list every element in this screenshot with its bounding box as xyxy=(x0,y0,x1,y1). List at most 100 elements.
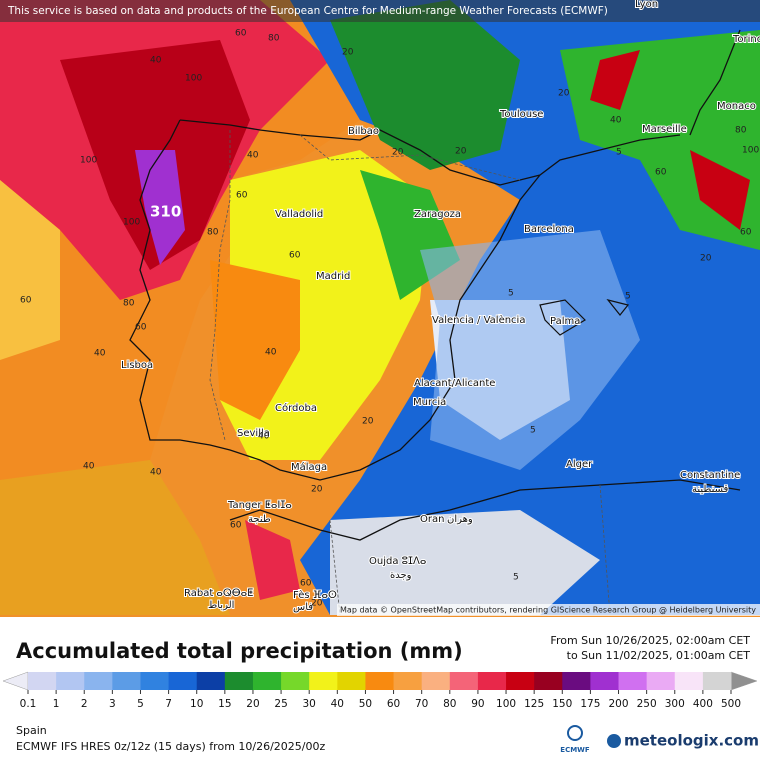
colorbar-label: 1 xyxy=(53,698,60,710)
colorbar-label: 50 xyxy=(359,698,372,710)
colorbar-label: 500 xyxy=(721,698,741,710)
city: الرباط xyxy=(208,600,234,611)
contour-label: 80 xyxy=(735,126,747,136)
colorbar-label: 7 xyxy=(165,698,172,710)
contour-label: 60 xyxy=(135,323,147,333)
contour-label: 5 xyxy=(508,289,514,299)
city: Constantine xyxy=(680,470,740,481)
colorbar-segment xyxy=(365,672,395,690)
morocco-core xyxy=(245,520,300,600)
colorbar-segment xyxy=(224,672,254,690)
colorbar-segment xyxy=(393,672,423,690)
city: Bilbao xyxy=(348,126,379,137)
city: Madrid xyxy=(316,271,350,282)
city: Barcelona xyxy=(524,224,574,235)
colorbar-low-end xyxy=(2,671,29,691)
colorbar-label: 5 xyxy=(137,698,144,710)
city: Alacant/Alicante xyxy=(414,378,495,389)
borders xyxy=(209,130,611,616)
colorbar-label: 90 xyxy=(471,698,484,710)
colorbar-label: 150 xyxy=(552,698,572,710)
date-from: From Sun 10/26/2025, 02:00am CET xyxy=(550,634,750,647)
contour-label: 20 xyxy=(455,147,467,157)
colorbar-segment xyxy=(56,672,85,690)
contour-label: 40 xyxy=(247,151,259,161)
colorbar-label: 25 xyxy=(274,698,287,710)
colorbar-segment xyxy=(281,672,310,690)
city: Lyon xyxy=(635,0,658,10)
city: Fès ⴼⴰⵙ xyxy=(293,589,337,601)
colorbar-segment xyxy=(112,672,141,690)
city: Valencia / València xyxy=(432,314,525,326)
southwest-field xyxy=(0,460,230,615)
colorbar-segment xyxy=(646,672,676,690)
city: فاس xyxy=(293,602,313,613)
colorbar-label: 70 xyxy=(415,698,428,710)
contour-label: 20 xyxy=(311,599,323,609)
colorbar-segment xyxy=(702,672,732,690)
contour-label: 5 xyxy=(625,292,631,302)
contour-label: 40 xyxy=(150,468,162,478)
city: Valladolid xyxy=(275,209,323,220)
contour-label: 5 xyxy=(616,148,622,158)
date-to: to Sun 11/02/2025, 01:00am CET xyxy=(567,649,751,662)
colorbar-label: 60 xyxy=(387,698,400,710)
colorbar-label: 400 xyxy=(693,698,713,710)
city: Torino xyxy=(732,34,760,45)
colorbar-label: 125 xyxy=(524,698,544,710)
contour-label: 20 xyxy=(392,148,404,158)
colorbar-segment xyxy=(534,672,563,690)
west-field xyxy=(0,180,60,360)
colorbar-label: 0.1 xyxy=(20,698,37,710)
contour-label: 100 xyxy=(123,218,140,228)
contour-label: 20 xyxy=(362,417,374,427)
contour-label: 80 xyxy=(123,299,135,309)
contour-label: 5 xyxy=(513,573,519,583)
colorbar-high-end xyxy=(730,671,758,691)
colorbar-label: 175 xyxy=(580,698,600,710)
colorbar-segment xyxy=(449,672,479,690)
colorbar-segment xyxy=(590,672,620,690)
city: Oujda ⵓⵊⴷⴰ xyxy=(369,556,426,567)
region: Spain xyxy=(16,724,47,737)
sea-field xyxy=(420,230,640,470)
model-info: ECMWF IFS HRES 0z/12z (15 days) from 10/… xyxy=(16,740,326,753)
city: وهران xyxy=(447,514,473,525)
city: Córdoba xyxy=(275,402,317,414)
contour-label: 60 xyxy=(300,579,312,589)
colorbar-segment xyxy=(140,672,170,690)
city: Marseille xyxy=(642,124,687,135)
contour-label: 40 xyxy=(94,349,106,359)
contour-label: 40 xyxy=(265,348,277,358)
city: طنجة xyxy=(248,514,271,525)
france-field xyxy=(330,0,520,170)
city: Murcia xyxy=(413,397,446,408)
max-label: 310 xyxy=(150,203,181,221)
contour-labels: 60 80 40 100 100 100 80 60 40 20 20 20 40 60 80 60 40 40 2… xyxy=(20,29,759,609)
contour-label: 80 xyxy=(207,228,219,238)
colorbar-label: 80 xyxy=(443,698,456,710)
city: Alger xyxy=(566,459,593,470)
contour-label: 100 xyxy=(80,156,97,166)
city: Rabat ⴰⵕⴱⴰⵟ xyxy=(184,588,253,599)
contour-label: 60 xyxy=(230,521,242,531)
colorbar-segment xyxy=(84,672,113,690)
contour-label: 40 xyxy=(258,432,270,442)
contour-label: 40 xyxy=(83,462,95,472)
city-labels: Lyon Torino Monaco Bilbao Toulouse Marse… xyxy=(120,0,760,614)
contour-label: 40 xyxy=(150,56,162,66)
colorbar-segment xyxy=(562,672,591,690)
city: Palma xyxy=(550,316,580,327)
coastline xyxy=(129,29,741,541)
colorbar-label: 15 xyxy=(218,698,231,710)
meteologix-icon xyxy=(607,734,621,748)
contour-label: 20 xyxy=(342,48,354,58)
contour-label: 60 xyxy=(740,228,752,238)
colorbar-label: 300 xyxy=(665,698,685,710)
city: Lisboa xyxy=(121,360,153,371)
contour-label: 20 xyxy=(311,485,323,495)
contour-label: 60 xyxy=(289,251,301,261)
city: Monaco xyxy=(717,101,756,112)
colorbar-segment xyxy=(337,672,366,690)
